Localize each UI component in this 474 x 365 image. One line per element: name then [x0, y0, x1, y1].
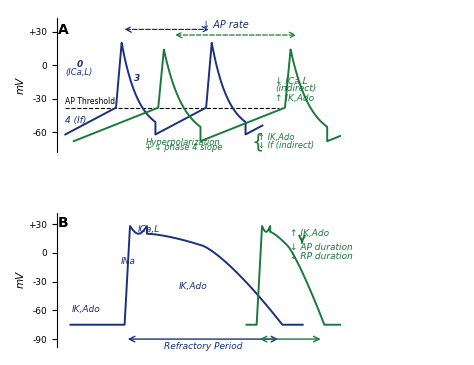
Text: B: B: [57, 216, 68, 231]
Text: ↓ ICa,L: ↓ ICa,L: [275, 77, 308, 86]
Text: INa: INa: [121, 257, 136, 266]
Text: AP Threshold: AP Threshold: [65, 97, 116, 106]
Text: IK,Ado: IK,Ado: [179, 282, 208, 291]
Text: A: A: [57, 23, 68, 37]
Text: ↑ IK,Ado: ↑ IK,Ado: [291, 228, 329, 238]
Y-axis label: mV: mV: [15, 271, 26, 288]
Text: (indirect): (indirect): [275, 84, 316, 93]
Text: IK,Ado: IK,Ado: [72, 305, 100, 314]
Text: (ICa,L): (ICa,L): [66, 68, 93, 77]
Text: ↑ IK,Ado: ↑ IK,Ado: [275, 94, 314, 103]
Text: ↓ RP duration: ↓ RP duration: [291, 251, 354, 261]
Text: ↓ If (indirect): ↓ If (indirect): [258, 141, 314, 150]
Text: ↓ AP duration: ↓ AP duration: [291, 243, 353, 252]
Text: 0: 0: [76, 61, 82, 69]
Text: ↓ AP rate: ↓ AP rate: [201, 20, 248, 30]
Text: 3: 3: [134, 74, 140, 83]
Y-axis label: mV: mV: [15, 77, 26, 94]
Text: 4 (If): 4 (If): [65, 116, 87, 125]
Text: {: {: [251, 133, 264, 152]
Text: Refractory Period: Refractory Period: [164, 342, 242, 351]
Text: + ↓ phase 4 slope: + ↓ phase 4 slope: [145, 143, 222, 152]
Text: Hyperpolarization: Hyperpolarization: [146, 138, 221, 146]
Text: ↑ IK,Ado: ↑ IK,Ado: [258, 133, 295, 142]
Text: ICa,L: ICa,L: [138, 225, 160, 234]
